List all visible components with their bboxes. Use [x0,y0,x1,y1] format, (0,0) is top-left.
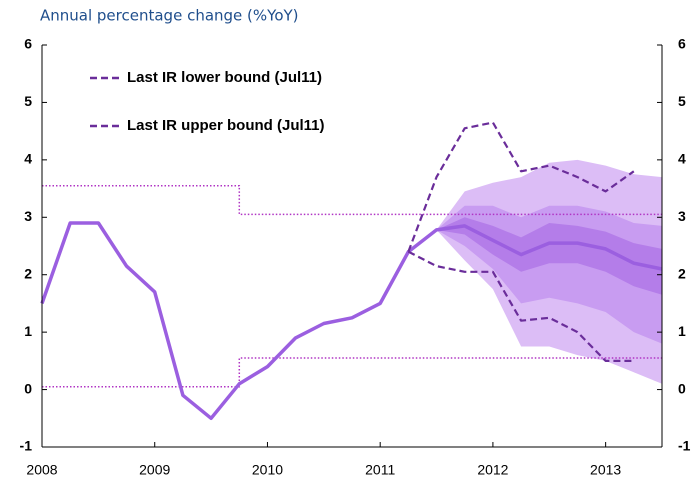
legend-label: Last IR upper bound (Jul11) [127,117,325,134]
x-tick-label: 2009 [139,462,170,478]
x-tick-label: 2012 [477,462,508,478]
y-tick-label: 4 [24,151,32,167]
fan-band [436,217,662,295]
x-tick-label: 2008 [26,462,57,478]
y2-tick-label: 2 [678,265,686,281]
y2-tick-label: 5 [678,93,686,109]
y-tick-label: 3 [24,208,32,224]
y-tick-label: -1 [20,438,33,454]
y-tick-label: 1 [24,323,32,339]
series-line [40,221,663,421]
x-tick-label: 2013 [590,462,621,478]
y-tick-label: 2 [24,265,32,281]
y2-tick-label: -1 [678,438,691,454]
y2-tick-label: 1 [678,323,686,339]
y2-tick-label: 4 [678,151,686,167]
y-tick-label: 5 [24,93,32,109]
y2-tick-label: 3 [678,208,686,224]
y2-tick-label: 0 [678,380,686,396]
legend-label: Last IR lower bound (Jul11) [127,69,322,86]
series-line [407,121,635,253]
chart-title: Annual percentage change (%YoY) [40,7,299,25]
y2-tick-label: 6 [678,36,686,52]
reference-line [42,357,662,388]
y-tick-label: 0 [24,380,32,396]
x-tick-label: 2011 [365,462,395,478]
y-tick-label: 6 [24,36,32,52]
series-line [407,250,634,362]
x-tick-label: 2010 [252,462,283,478]
reference-line [42,184,662,216]
